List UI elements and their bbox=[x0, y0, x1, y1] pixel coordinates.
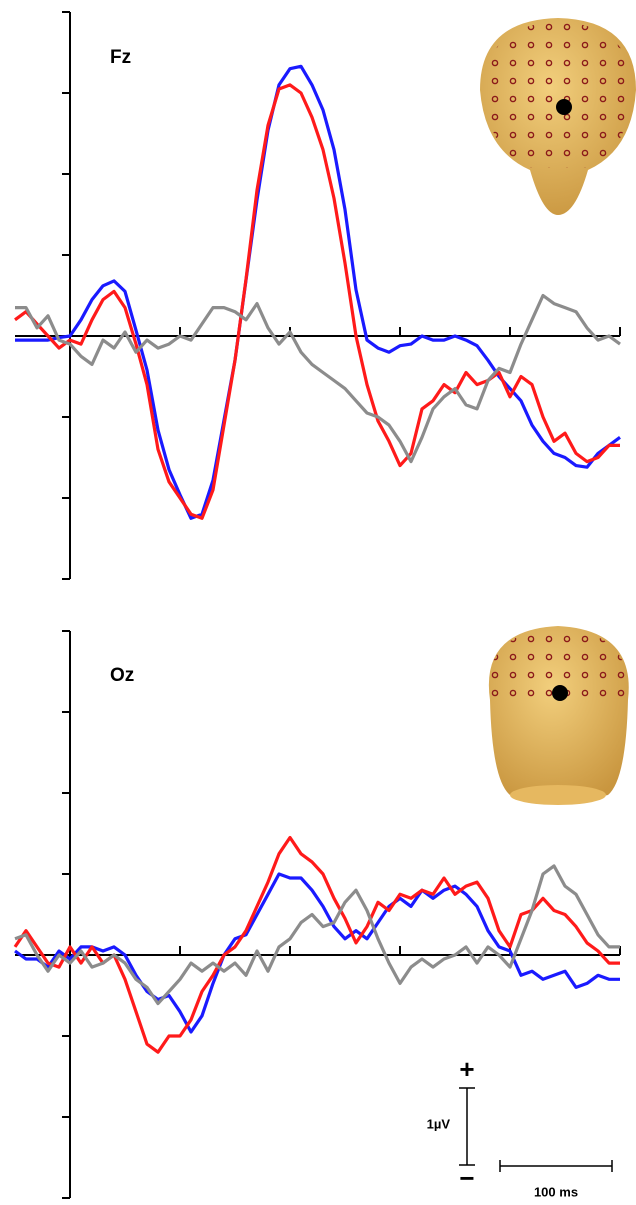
head-back-view bbox=[489, 626, 629, 805]
erp-line bbox=[15, 296, 620, 462]
scale-bar bbox=[459, 1088, 612, 1172]
erp-line bbox=[15, 874, 620, 1032]
scale-voltage-label: 1µV bbox=[427, 1116, 451, 1131]
panel-title: Oz bbox=[110, 665, 134, 686]
scale-plus: + bbox=[459, 1054, 474, 1084]
page: + 1µV − 100 ms FzOz (() => { const data … bbox=[0, 0, 636, 1205]
scale-minus: − bbox=[459, 1163, 474, 1193]
electrode-marker bbox=[556, 99, 572, 115]
scale-time-label: 100 ms bbox=[534, 1184, 578, 1199]
figure: + 1µV − 100 ms Fz Oz bbox=[0, 0, 636, 1205]
erp-line bbox=[15, 838, 620, 1053]
electrode-marker bbox=[552, 685, 568, 701]
head-top-view bbox=[480, 18, 636, 215]
erp-line bbox=[15, 866, 620, 1004]
panel-title: Fz bbox=[110, 47, 131, 68]
